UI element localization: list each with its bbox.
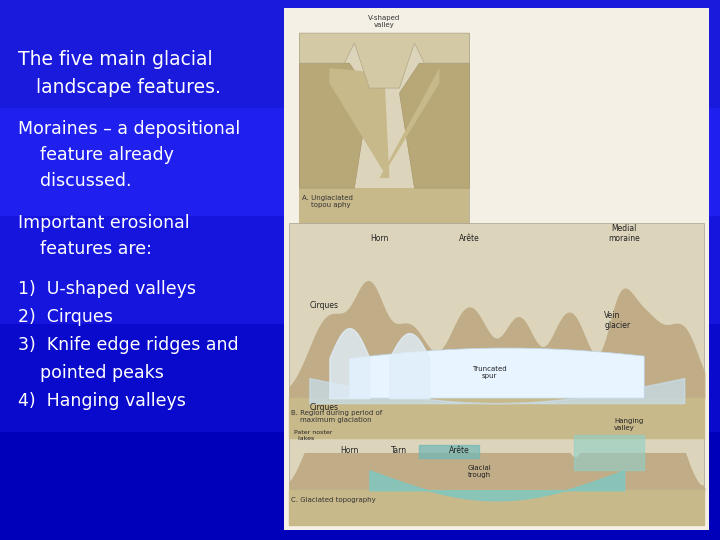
- Bar: [284, 8, 709, 530]
- Text: Pater noster
  lakes: Pater noster lakes: [294, 430, 333, 441]
- Bar: [300, 33, 469, 223]
- Text: Cirques: Cirques: [310, 403, 338, 412]
- Text: Horn: Horn: [341, 446, 359, 455]
- Text: Important erosional: Important erosional: [18, 214, 189, 232]
- Text: Horn: Horn: [370, 234, 389, 243]
- Text: Arête: Arête: [449, 446, 469, 455]
- Text: 1)  U-shaped valleys: 1) U-shaped valleys: [18, 280, 196, 298]
- Bar: [0, 0, 720, 108]
- Text: landscape features.: landscape features.: [36, 78, 221, 97]
- Text: 3)  Knife edge ridges and: 3) Knife edge ridges and: [18, 336, 238, 354]
- Text: Tarn: Tarn: [392, 446, 408, 455]
- Polygon shape: [300, 33, 469, 88]
- Text: V-shaped
valley: V-shaped valley: [368, 15, 400, 28]
- Bar: [0, 324, 720, 432]
- Text: A. Unglaciated
    topou aphy: A. Unglaciated topou aphy: [302, 195, 354, 208]
- Polygon shape: [300, 63, 369, 188]
- Text: Medial
moraine: Medial moraine: [608, 224, 640, 243]
- Text: Truncated
spur: Truncated spur: [472, 366, 507, 379]
- Bar: [0, 108, 720, 216]
- Bar: [289, 438, 704, 525]
- Bar: [300, 188, 469, 223]
- Text: pointed peaks: pointed peaks: [40, 364, 164, 382]
- Bar: [289, 485, 704, 525]
- Bar: [289, 223, 704, 438]
- Text: C. Glaciated topography: C. Glaciated topography: [292, 497, 376, 503]
- Text: The five main glacial: The five main glacial: [18, 50, 212, 69]
- Text: features are:: features are:: [40, 240, 152, 258]
- Text: 2)  Cirques: 2) Cirques: [18, 308, 113, 326]
- Text: Glacial
trough: Glacial trough: [467, 465, 491, 478]
- Text: feature already: feature already: [40, 146, 174, 164]
- Text: Moraines – a depositional: Moraines – a depositional: [18, 120, 240, 138]
- Polygon shape: [330, 68, 439, 178]
- Polygon shape: [400, 63, 469, 188]
- Bar: [0, 432, 720, 540]
- Text: Arête: Arête: [459, 234, 480, 243]
- Text: discussed.: discussed.: [40, 172, 132, 190]
- Text: 4)  Hanging valleys: 4) Hanging valleys: [18, 392, 186, 410]
- Text: B. Region during period of
    maximum glaciation: B. Region during period of maximum glaci…: [292, 410, 382, 423]
- Text: Hanging
valley: Hanging valley: [614, 418, 644, 431]
- Text: Cirques: Cirques: [310, 301, 338, 310]
- Polygon shape: [349, 348, 644, 398]
- Text: Vein
glacier: Vein glacier: [604, 310, 630, 330]
- Bar: [289, 398, 704, 438]
- Bar: [0, 216, 720, 324]
